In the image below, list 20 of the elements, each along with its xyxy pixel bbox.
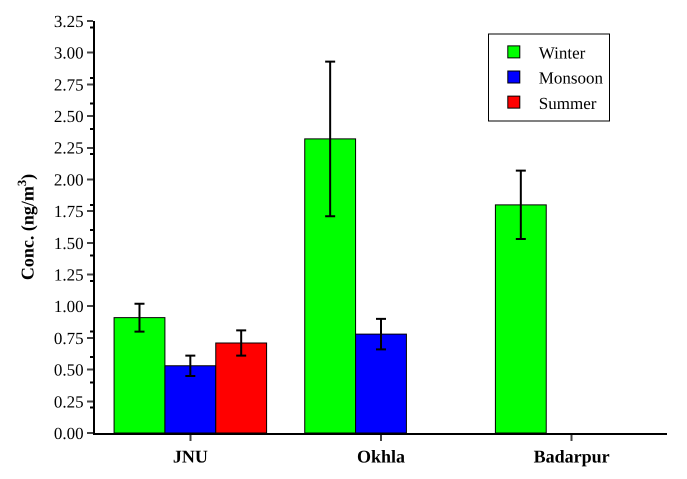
y-tick-label: 1.75 [54, 202, 84, 222]
y-tick-label: 0.75 [54, 328, 84, 348]
y-tick-label: 0.50 [54, 360, 84, 380]
y-tick-label: 1.00 [54, 297, 84, 316]
legend-label: Winter [538, 44, 586, 63]
y-tick-label: 2.00 [54, 170, 84, 190]
y-tick-label: 2.25 [54, 138, 84, 158]
y-tick-label: 1.50 [54, 234, 84, 253]
x-tick-label: JNU [172, 446, 208, 467]
x-tick-label: Badarpur [534, 446, 610, 467]
x-tick-label: Okhla [356, 446, 406, 467]
y-tick-label: 3.00 [54, 44, 84, 63]
y-tick-label: 2.75 [54, 75, 84, 94]
y-tick-label: 1.25 [54, 265, 84, 284]
y-tick-label: 3.25 [54, 12, 84, 31]
legend-label: Monsoon [538, 68, 604, 88]
legend-label: Summer [538, 94, 597, 113]
y-tick-label: 0.25 [54, 392, 84, 412]
y-tick-label: 0.00 [54, 424, 84, 443]
y-tick-label: 2.50 [54, 107, 84, 126]
